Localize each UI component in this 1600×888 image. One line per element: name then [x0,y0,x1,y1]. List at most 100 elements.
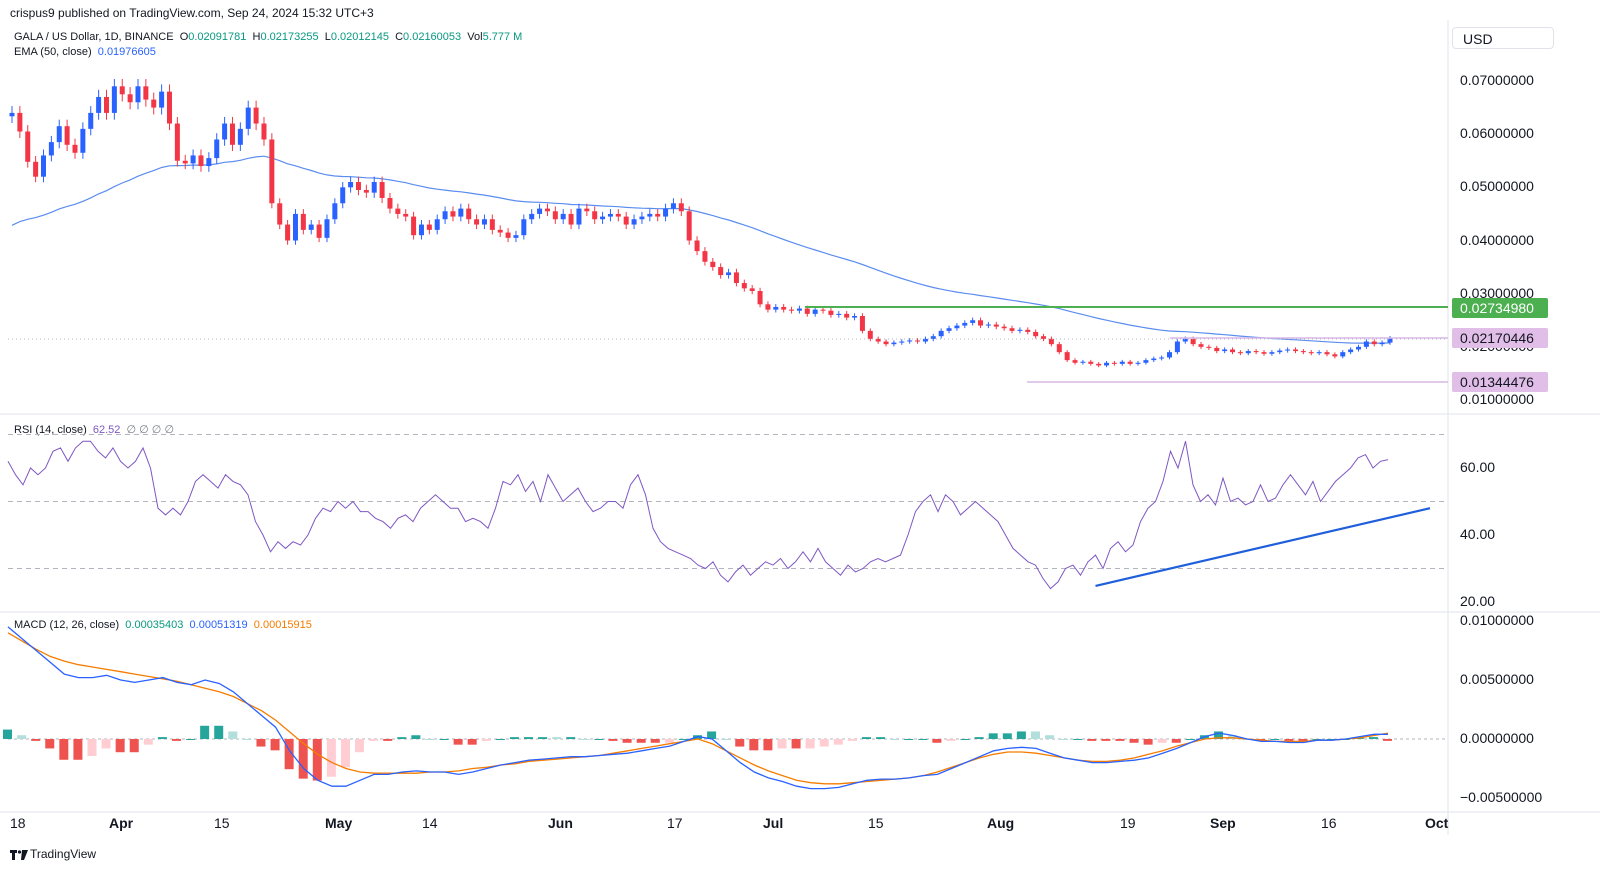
candle-body [1356,346,1362,350]
macd-histogram-bar [1143,739,1153,745]
macd-histogram-bar [819,739,829,747]
open-label: O [179,31,189,43]
high-value: 0.02173255 [260,31,319,43]
ema-legend: EMA (50, close) 0.01976605 [14,46,156,58]
candle-body [245,107,251,129]
rsi-legend: RSI (14, close) 62.52 ∅ ∅ ∅ ∅ [14,423,174,436]
candle-body [796,308,802,311]
rsi-axis-tick: 40.00 [1460,526,1496,542]
candle-body [1230,349,1236,353]
candle-body [379,182,385,198]
candle-body [749,288,755,292]
macd-histogram-bar [847,739,857,741]
macd-histogram-bar [453,739,463,745]
main-legend: GALA / US Dollar, 1D, BINANCE O0.0209178… [14,31,522,43]
candle-body [1151,358,1157,361]
macd-histogram-bar [524,737,534,739]
macd-histogram-bar [1059,739,1069,740]
publisher-note: crispus9 published on TradingView.com, S… [10,6,374,20]
candle-body [229,123,235,145]
macd-histogram-bar [608,739,618,741]
candle-body [1182,338,1188,342]
candle-body [1277,350,1283,353]
candle-body [954,325,960,329]
time-axis-tick: Sep [1210,815,1236,831]
close-label: C [395,31,404,43]
macd-histogram-bar [45,739,55,749]
high-label: H [252,31,261,43]
candle-body [639,216,645,220]
macd-histogram-bar [904,739,914,740]
candle-body [1363,341,1369,347]
candle-body [1190,338,1196,345]
price-axis-tick: 0.04000000 [1460,231,1534,248]
macd-histogram-bar [1214,731,1224,739]
candle-body [411,216,417,236]
candle-body [159,91,165,108]
macd-histogram-bar [1228,735,1238,739]
candle-body [1332,354,1338,357]
candle-body [1222,349,1228,352]
candle-body [1048,338,1054,345]
rsi-label: RSI (14, close) [14,424,87,436]
close-value: 0.02160053 [403,31,462,43]
time-axis-tick: 14 [422,815,438,831]
candle-body [702,251,708,262]
candle-body [127,94,133,103]
candle-body [72,144,78,153]
candle-body [1340,352,1346,357]
candle-body [1135,362,1141,364]
macd-histogram-bar [383,739,393,741]
time-axis-tick: May [325,815,353,831]
macd-histogram-bar [1298,739,1308,741]
candle-body [166,91,172,124]
macd-histogram-bar [200,725,210,739]
macd-histogram-bar [397,737,407,739]
macd-histogram-bar [1045,735,1055,739]
macd-histogram-bar [101,739,111,749]
candle-body [1237,352,1243,354]
candle-body [1127,361,1133,364]
ema-value: 0.01976605 [97,46,156,58]
candle-body [505,232,511,238]
candle-body [426,224,432,230]
macd-histogram-bar [763,739,773,751]
rsi-value: 62.52 [92,424,121,436]
candle-body [1017,329,1023,331]
candle-body [1371,341,1377,345]
macd-histogram-bar [833,739,843,745]
macd-histogram-bar [186,739,196,740]
candle-body [497,229,503,233]
candle-body [655,213,661,217]
time-axis-tick: 19 [1120,815,1136,831]
candle-body [434,219,440,230]
candle-body [442,211,448,220]
candle-body [214,139,220,159]
candle-body [285,224,291,241]
macd-histogram-bar [17,735,27,739]
candle-body [316,224,322,238]
macd-histogram-bar [1073,739,1083,740]
macd-histogram-bar [31,739,41,741]
candle-body [17,112,23,132]
candle-body [552,211,558,220]
macd-histogram-bar [1171,739,1181,743]
candle-body [308,224,314,230]
macd-histogram-bar [1087,739,1097,741]
candle-body [828,310,834,315]
time-axis-tick: 16 [1321,815,1337,831]
candle-body [938,330,944,337]
candle-body [946,328,952,331]
macd-histogram-bar [1312,739,1322,740]
candle-body [899,341,905,343]
candle-body [670,203,676,209]
candle-body [537,208,543,214]
candle-body [1206,346,1212,348]
candle-body [324,219,330,238]
candle-body [1316,352,1322,354]
rsi-line [7,440,1389,590]
candle-body [182,160,188,164]
currency-selector[interactable]: USD [1452,27,1554,49]
time-axis-tick: Jun [548,815,573,831]
